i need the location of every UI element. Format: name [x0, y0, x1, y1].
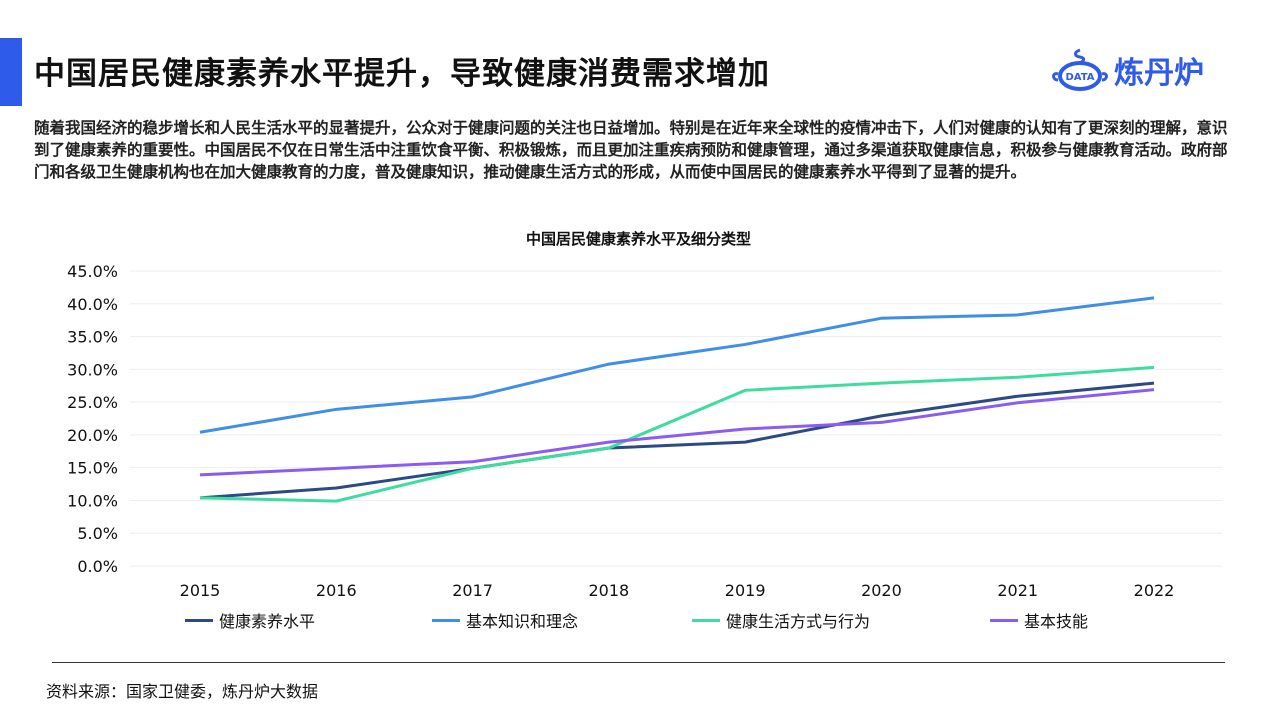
intro-paragraph: 随着我国经济的稳步增长和人民生活水平的显著提升，公众对于健康问题的关注也日益增加…: [34, 119, 1228, 181]
legend-swatch: [185, 618, 213, 622]
legend-swatch: [432, 618, 460, 622]
chart-title: 中国居民健康素养水平及细分类型: [525, 230, 751, 248]
series-line: [199, 388, 1155, 477]
x-tick-label: 2015: [180, 581, 221, 600]
x-tick-label: 2022: [1134, 581, 1175, 600]
y-tick-label: 15.0%: [67, 459, 118, 478]
y-tick-label: 0.0%: [77, 557, 118, 576]
x-tick-label: 2019: [725, 581, 766, 600]
cauldron-logo-icon: DATA: [1052, 48, 1108, 91]
legend-label: 健康生活方式与行为: [726, 612, 871, 631]
series-line: [199, 381, 1155, 500]
accent-bar: [0, 38, 22, 106]
x-tick-label: 2016: [316, 581, 357, 600]
y-tick-label: 10.0%: [67, 491, 118, 510]
legend-item: 基本技能: [990, 608, 1088, 632]
svg-text:DATA: DATA: [1065, 72, 1094, 83]
line-chart: 0.0% 5.0% 10.0% 15.0% 20.0% 25.0% 30.0% 35.0% 40…: [67, 262, 1222, 600]
series-line: [199, 296, 1155, 434]
x-tick-label: 2020: [861, 581, 902, 600]
y-tick-label: 35.0%: [67, 328, 118, 347]
logo: DATA 炼丹炉: [1052, 48, 1204, 92]
legend-item: 基本知识和理念: [432, 608, 578, 632]
legend-swatch: [990, 618, 1018, 622]
x-tick-label: 2021: [997, 581, 1038, 600]
x-tick-label: 2018: [588, 581, 629, 600]
y-tick-label: 20.0%: [67, 426, 118, 445]
y-tick-label: 45.0%: [67, 262, 118, 281]
y-tick-label: 25.0%: [67, 393, 118, 412]
y-tick-label: 30.0%: [67, 360, 118, 379]
legend-label: 健康素养水平: [219, 612, 316, 631]
logo-text: 炼丹炉: [1114, 56, 1204, 91]
y-tick-label: 40.0%: [67, 295, 118, 314]
divider: [52, 662, 1225, 663]
series-line: [199, 365, 1155, 503]
page-title: 中国居民健康素养水平提升，导致健康消费需求增加: [34, 56, 770, 92]
legend-swatch: [692, 618, 720, 622]
legend-item: 健康生活方式与行为: [692, 608, 870, 632]
legend-label: 基本知识和理念: [466, 612, 579, 631]
legend-label: 基本技能: [1024, 612, 1089, 631]
y-tick-label: 5.0%: [77, 524, 118, 543]
x-tick-label: 2017: [452, 581, 493, 600]
source-note: 资料来源：国家卫健委，炼丹炉大数据: [46, 682, 319, 701]
legend-item: 健康素养水平: [185, 608, 315, 632]
